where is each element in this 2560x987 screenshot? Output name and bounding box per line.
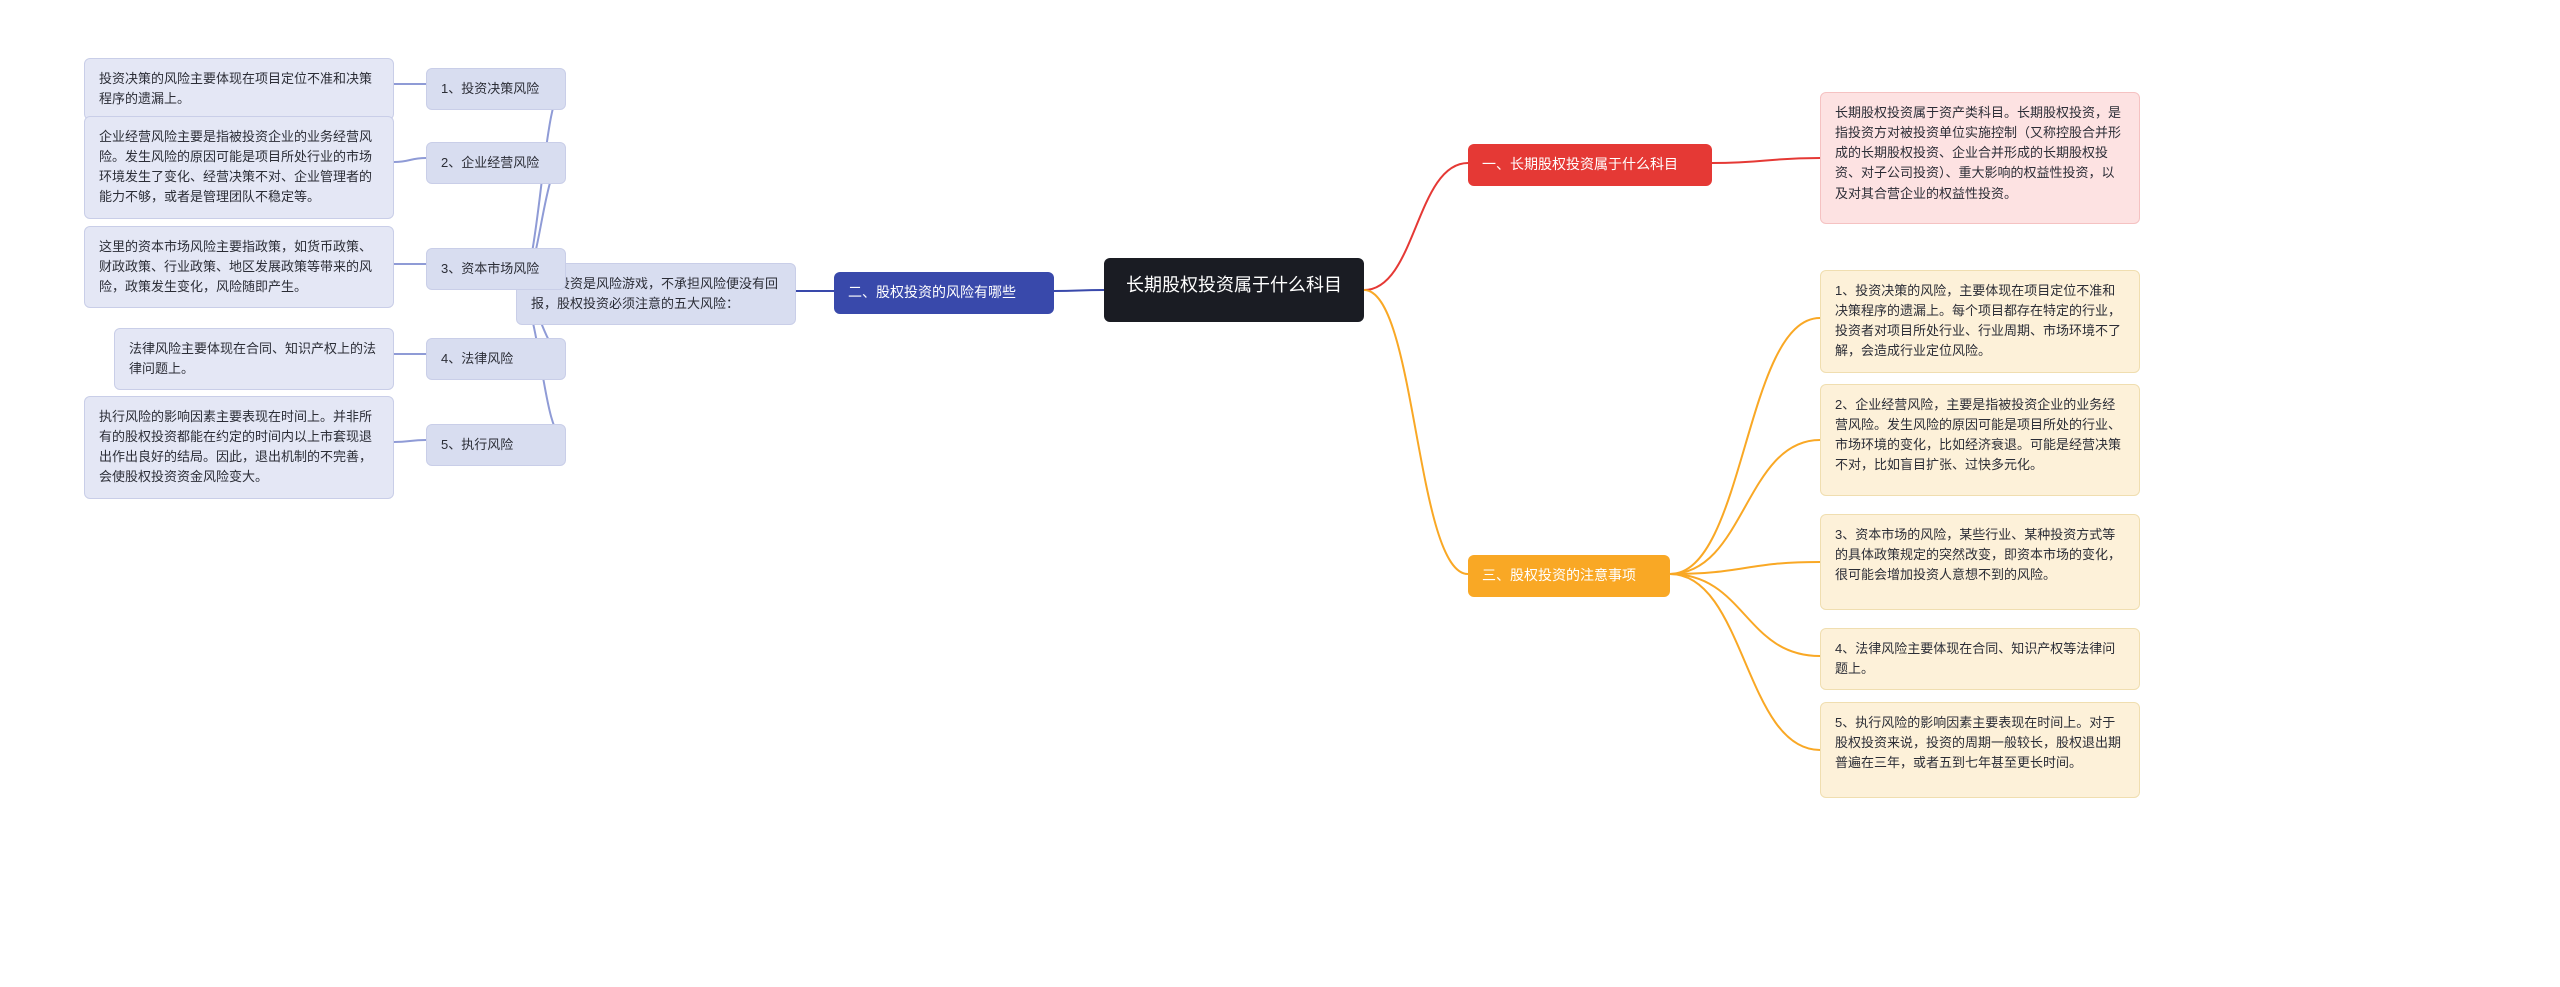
mindmap-root: 长期股权投资属于什么科目 <box>1104 258 1364 322</box>
branch-3-leaf-5: 5、执行风险的影响因素主要表现在时间上。对于股权投资来说，投资的周期一般较长，股… <box>1820 702 2140 798</box>
branch-2-item-1-title: 1、投资决策风险 <box>426 68 566 110</box>
branch-2-item-5-title: 5、执行风险 <box>426 424 566 466</box>
branch-3-leaf-3: 3、资本市场的风险，某些行业、某种投资方式等的具体政策规定的突然改变，即资本市场… <box>1820 514 2140 610</box>
branch-2-item-2-desc: 企业经营风险主要是指被投资企业的业务经营风险。发生风险的原因可能是项目所处行业的… <box>84 116 394 219</box>
branch-2-item-3-title: 3、资本市场风险 <box>426 248 566 290</box>
branch-3-leaf-1: 1、投资决策的风险，主要体现在项目定位不准和决策程序的遗漏上。每个项目都存在特定… <box>1820 270 2140 373</box>
branch-1-leaf: 长期股权投资属于资产类科目。长期股权投资，是指投资方对被投资单位实施控制（又称控… <box>1820 92 2140 224</box>
branch-2-item-5-desc: 执行风险的影响因素主要表现在时间上。并非所有的股权投资都能在约定的时间内以上市套… <box>84 396 394 499</box>
branch-2-item-3-desc: 这里的资本市场风险主要指政策，如货币政策、财政政策、行业政策、地区发展政策等带来… <box>84 226 394 308</box>
branch-2-item-2-title: 2、企业经营风险 <box>426 142 566 184</box>
branch-2: 二、股权投资的风险有哪些 <box>834 272 1054 314</box>
branch-2-item-1-desc: 投资决策的风险主要体现在项目定位不准和决策程序的遗漏上。 <box>84 58 394 120</box>
branch-2-item-4-desc: 法律风险主要体现在合同、知识产权上的法律问题上。 <box>114 328 394 390</box>
branch-1: 一、长期股权投资属于什么科目 <box>1468 144 1712 186</box>
branch-2-item-4-title: 4、法律风险 <box>426 338 566 380</box>
branch-3: 三、股权投资的注意事项 <box>1468 555 1670 597</box>
branch-3-leaf-4: 4、法律风险主要体现在合同、知识产权等法律问题上。 <box>1820 628 2140 690</box>
branch-3-leaf-2: 2、企业经营风险，主要是指被投资企业的业务经营风险。发生风险的原因可能是项目所处… <box>1820 384 2140 496</box>
